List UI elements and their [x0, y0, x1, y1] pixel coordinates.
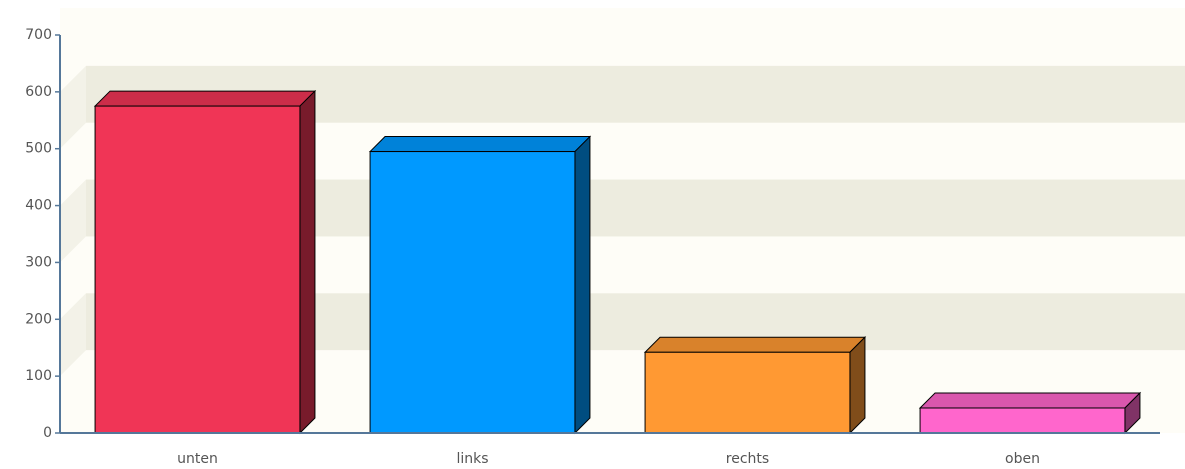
y-tick-label: 600 [25, 84, 52, 100]
bar [369, 151, 576, 434]
x-tick-label: oben [1005, 451, 1040, 467]
bar-top [368, 136, 592, 153]
y-tick-label: 100 [25, 368, 52, 384]
grid-band-side [60, 65, 86, 149]
x-tick-label: links [456, 451, 488, 467]
y-tick-label: 400 [25, 198, 52, 214]
bar-side [849, 336, 866, 435]
bar [919, 407, 1126, 434]
bar-side [574, 135, 591, 435]
y-tick-label: 300 [25, 254, 52, 270]
bar [94, 105, 301, 434]
grid-band-side [60, 179, 86, 263]
y-tick-label: 500 [25, 141, 52, 157]
bar-top [643, 336, 867, 353]
grid-band-side [60, 293, 86, 377]
y-tick-label: 700 [25, 27, 52, 43]
bar-side [299, 89, 316, 435]
y-tick-label: 0 [43, 425, 52, 441]
x-tick-label: rechts [726, 451, 769, 467]
bar-top [918, 392, 1142, 409]
y-tick-label: 200 [25, 311, 52, 327]
bar-top [93, 90, 317, 107]
x-tick-label: unten [177, 451, 218, 467]
bar [644, 351, 851, 434]
